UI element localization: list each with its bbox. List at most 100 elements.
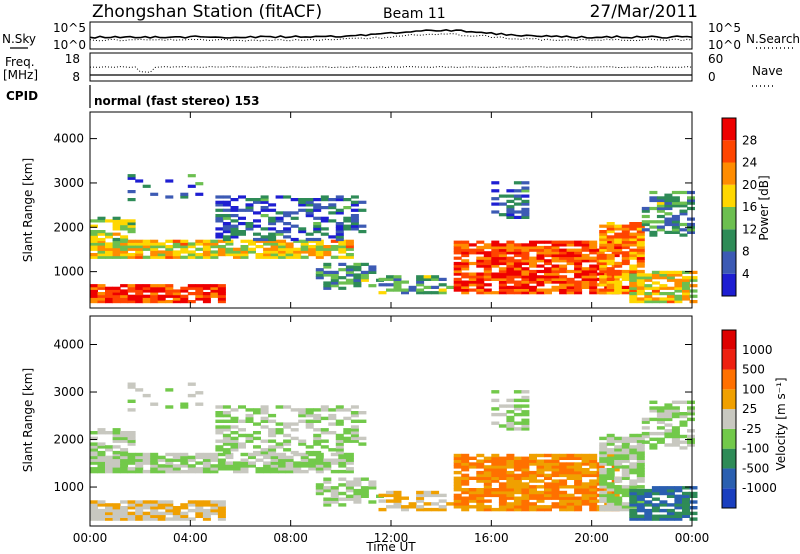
- velocity-cell-686: [506, 507, 515, 512]
- velocity-cell-1200: [659, 503, 668, 507]
- velocity-cell-213: [217, 461, 226, 465]
- velocity-cell-860: [581, 473, 590, 478]
- power-cell-438: [305, 208, 314, 212]
- velocity-cell-564: [416, 493, 425, 498]
- velocity-cell-247: [270, 464, 279, 468]
- power-cell-382: [245, 206, 254, 210]
- power-cell-796: [551, 253, 560, 258]
- velocity-cell-727: [521, 490, 530, 495]
- power-cell-179: [172, 245, 181, 249]
- power-cell-368: [230, 214, 239, 218]
- power-cell-725: [521, 280, 530, 284]
- power-cell-258: [278, 239, 287, 243]
- power-cell-1138: [671, 201, 680, 205]
- power-cell-772: [544, 280, 552, 284]
- power-cell-409: [268, 203, 277, 207]
- power-cell-262: [285, 247, 294, 251]
- power-cell-87: [195, 286, 204, 290]
- velocity-cell-438: [305, 419, 314, 423]
- velocity-cell-1202: [659, 491, 668, 496]
- power-cell-654: [491, 291, 500, 295]
- velocity-cell-812: [559, 473, 568, 478]
- power-cell-545: [386, 288, 394, 292]
- power-cell-1020: [614, 240, 623, 244]
- velocity-cell-482: [350, 439, 359, 443]
- velocity-cell-50: [150, 517, 159, 521]
- power-cell-991: [606, 269, 615, 274]
- velocity-cell-780: [544, 468, 552, 472]
- velocity-cell-399: [260, 408, 269, 412]
- power-cell-1065: [629, 235, 638, 239]
- power-cell-744: [529, 275, 537, 279]
- power-cell-16: [105, 292, 113, 296]
- power-cell-964: [599, 283, 608, 287]
- power-cell-434: [305, 237, 314, 242]
- velocity-cell-630: [476, 479, 485, 483]
- velocity-cell-14: [105, 514, 113, 518]
- power-cell-871: [589, 280, 598, 284]
- power-cell-103: [217, 292, 226, 296]
- velocity-cell-1032: [621, 485, 630, 489]
- velocity-cell-542: [378, 507, 387, 512]
- velocity-cell-710: [513, 488, 522, 492]
- velocity-cell-732: [521, 473, 530, 478]
- velocity-cell-22: [112, 508, 121, 513]
- power-cell-257: [278, 242, 287, 246]
- power-cell-479: [343, 216, 352, 220]
- power-cell-498: [315, 270, 324, 274]
- power-cell-1234: [689, 300, 698, 304]
- power-colorbar-segment-0: [722, 273, 736, 296]
- velocity-cell-382: [245, 416, 254, 421]
- power-cell-799: [551, 245, 560, 250]
- velocity-cell-288: [323, 467, 332, 471]
- velocity-cell-595: [461, 507, 470, 512]
- velocity-cell-1126: [664, 412, 673, 416]
- velocity-cell-889: [596, 488, 605, 492]
- velocity-cell-1043: [621, 445, 630, 449]
- velocity-cell-624: [476, 502, 485, 506]
- velocity-cell-1120: [664, 434, 673, 439]
- velocity-cell-1080: [636, 473, 645, 478]
- power-cell-792: [551, 267, 560, 271]
- velocity-cell-1014: [614, 479, 623, 483]
- power-cell-850: [574, 243, 583, 247]
- power-cell-675: [498, 272, 507, 276]
- velocity-cell-222: [233, 467, 241, 471]
- velocity-cell-984: [606, 507, 615, 512]
- velocity-cell-1033: [621, 476, 630, 480]
- velocity-cell-8: [97, 514, 106, 518]
- power-cell-638: [483, 291, 492, 295]
- velocity-cell-534: [360, 488, 369, 493]
- power-cell-1012: [614, 272, 623, 276]
- power-ylabel: Slant Range [km]: [21, 158, 35, 262]
- power-cell-1092: [636, 227, 645, 231]
- power-cell-116: [97, 247, 106, 251]
- velocity-cell-938: [506, 424, 515, 428]
- velocity-cell-1012: [614, 488, 623, 492]
- power-cell-870: [589, 283, 598, 287]
- power-cell-771: [544, 288, 552, 292]
- power-cell-410: [275, 232, 284, 236]
- velocity-cell-950: [513, 398, 522, 403]
- velocity-cell-1025: [614, 436, 623, 441]
- power-cell-932: [491, 189, 500, 193]
- power-cell-690: [506, 277, 515, 281]
- power-cell-1067: [629, 227, 638, 231]
- velocity-cell-591: [453, 462, 462, 466]
- power-cell-1252: [187, 184, 196, 188]
- velocity-cell-1193: [651, 497, 660, 501]
- power-cell-802: [559, 291, 568, 295]
- velocity-cell-617: [468, 488, 477, 492]
- power-cell-988: [606, 280, 615, 284]
- velocity-cell-98: [210, 503, 219, 507]
- power-cell-604: [461, 261, 470, 266]
- power-cell-45: [142, 297, 151, 301]
- velocity-cell-362: [230, 448, 239, 452]
- velocity-cell-274: [300, 455, 309, 460]
- power-cell-940: [506, 207, 515, 211]
- power-cell-26: [120, 297, 129, 301]
- power-cell-644: [483, 269, 492, 274]
- power-cell-1003: [606, 227, 615, 231]
- velocity-cell-937: [506, 427, 515, 431]
- power-cell-583: [453, 277, 462, 281]
